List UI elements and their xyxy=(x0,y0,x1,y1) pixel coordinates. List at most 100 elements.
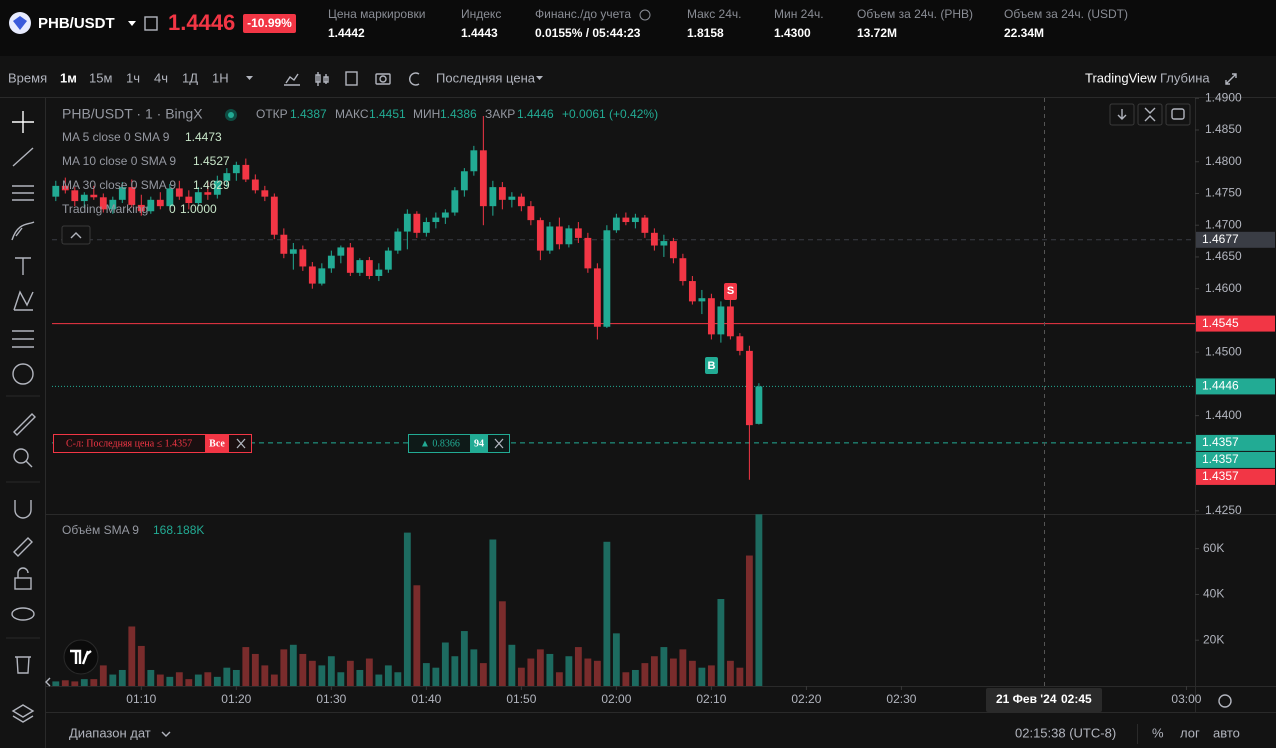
delete-tool[interactable] xyxy=(15,656,31,674)
prediction-tool[interactable] xyxy=(12,330,34,348)
camera-lens xyxy=(379,75,387,83)
price-source-dropdown[interactable] xyxy=(536,76,543,80)
book-icon[interactable] xyxy=(144,16,158,31)
volume-bar xyxy=(460,631,468,686)
layers-tool[interactable] xyxy=(11,704,35,723)
legend-value: 1.4386 xyxy=(440,107,477,121)
log-option[interactable]: лог xyxy=(1180,725,1200,740)
candle-body xyxy=(261,190,269,197)
candle-body xyxy=(536,220,544,251)
candle-body xyxy=(717,306,725,335)
y-tick-label: 1.4800 xyxy=(1205,154,1242,168)
indicator-value: 1.0000 xyxy=(180,202,217,216)
volume-bar xyxy=(413,585,421,686)
candle-body xyxy=(213,180,221,195)
maximize-button[interactable] xyxy=(1165,103,1191,126)
magnet-tool[interactable] xyxy=(14,500,32,519)
y-tick-label: 1.4900 xyxy=(1205,90,1242,104)
candle-body xyxy=(707,298,715,335)
fib-tool[interactable] xyxy=(12,185,34,201)
price-tag-label: 1.4357 xyxy=(1202,469,1239,483)
candle-body xyxy=(622,217,630,223)
candle-body xyxy=(736,336,744,351)
symbol-dropdown[interactable] xyxy=(128,21,136,26)
candles-icon[interactable] xyxy=(315,72,329,86)
volume-bar xyxy=(175,672,183,686)
y-tick-label: 1.4400 xyxy=(1205,408,1242,422)
collapse-legend[interactable] xyxy=(61,225,91,245)
time-label: Время xyxy=(8,70,47,85)
indicator-icon[interactable] xyxy=(284,73,300,86)
interval[interactable]: 1Н xyxy=(212,70,229,85)
interval[interactable]: 1Д xyxy=(182,70,198,85)
price-tag xyxy=(1196,451,1275,468)
interval[interactable]: 1м xyxy=(60,70,77,85)
text-tool[interactable] xyxy=(15,257,31,275)
stat-label: Макс 24ч. xyxy=(687,7,741,21)
volume-legend-name: Объём SMA 9 xyxy=(62,523,139,537)
auto-option[interactable]: авто xyxy=(1213,725,1240,740)
volume-bar xyxy=(242,647,250,686)
date-range[interactable]: Диапазон дат xyxy=(69,725,151,740)
volume-bar xyxy=(308,660,316,686)
crosshair-tool[interactable] xyxy=(12,111,34,133)
crosshair-date: 21 Фев '24 xyxy=(996,692,1057,706)
undo-icon[interactable] xyxy=(409,72,420,86)
line-tool[interactable] xyxy=(12,147,34,167)
ruler-tool[interactable] xyxy=(13,413,36,436)
view-tab[interactable]: TradingView xyxy=(1085,70,1157,85)
collapse-button[interactable] xyxy=(1137,103,1163,126)
legend-change: +0.0061 (+0.42%) xyxy=(562,107,658,121)
stay-drawing-tool[interactable] xyxy=(13,537,33,557)
candle-body xyxy=(631,217,639,223)
visibility-tool[interactable] xyxy=(11,607,35,621)
volume-bar xyxy=(166,676,174,686)
candle-body xyxy=(166,188,174,207)
candle-body xyxy=(679,258,687,282)
candle-body xyxy=(185,196,193,203)
interval[interactable]: 4ч xyxy=(154,70,168,85)
candle-body xyxy=(137,204,145,212)
zoom-tool[interactable] xyxy=(13,448,29,464)
buy-marker-label: B xyxy=(708,360,716,372)
scroll-left[interactable] xyxy=(45,677,51,687)
price-source[interactable]: Последняя цена xyxy=(436,70,536,85)
candle-body xyxy=(52,185,60,197)
expand-icon[interactable] xyxy=(1225,73,1237,85)
stat-value: 1.4442 xyxy=(328,26,365,40)
info-icon[interactable] xyxy=(639,9,651,21)
lock-tool[interactable] xyxy=(14,577,32,590)
volume-bar xyxy=(318,665,326,686)
candle-body xyxy=(660,241,668,246)
position-close[interactable] xyxy=(494,438,504,449)
settings-icon[interactable] xyxy=(1218,694,1232,708)
x-tick-label: 03:00 xyxy=(1171,692,1201,706)
interval[interactable]: 1ч xyxy=(126,70,140,85)
stop-all[interactable]: Все xyxy=(209,438,225,449)
price-tag-label: 1.4357 xyxy=(1202,452,1239,466)
view-tab[interactable]: Глубина xyxy=(1160,70,1210,85)
candle-body xyxy=(99,197,107,210)
candle-body xyxy=(574,228,582,238)
volume-bar xyxy=(99,665,107,686)
stop-cancel[interactable] xyxy=(236,438,246,449)
pattern-tool[interactable] xyxy=(13,290,34,311)
symbol[interactable]: PHB/USDT xyxy=(38,15,115,32)
candle-body xyxy=(223,173,231,181)
candle-body xyxy=(479,150,487,207)
x-tick-label: 02:00 xyxy=(601,692,631,706)
camera-icon[interactable] xyxy=(375,73,391,85)
emoji-tool[interactable] xyxy=(12,363,34,385)
clock: 02:15:38 (UTC-8) xyxy=(1015,725,1116,740)
interval-dropdown[interactable] xyxy=(246,76,253,80)
stop-order[interactable]: С-л: Последняя цена ≤ 1.4357 Все xyxy=(53,434,252,453)
status-dot-core xyxy=(228,112,234,118)
percent-option[interactable]: % xyxy=(1152,725,1164,740)
template-icon[interactable] xyxy=(345,71,358,86)
stat-label: Объем за 24ч. (PHB) xyxy=(857,7,973,21)
interval[interactable]: 15м xyxy=(89,70,112,85)
volume-bar xyxy=(365,658,373,686)
brush-tool[interactable] xyxy=(11,221,35,241)
position[interactable]: ▲ 0.8366 94 xyxy=(408,434,510,453)
